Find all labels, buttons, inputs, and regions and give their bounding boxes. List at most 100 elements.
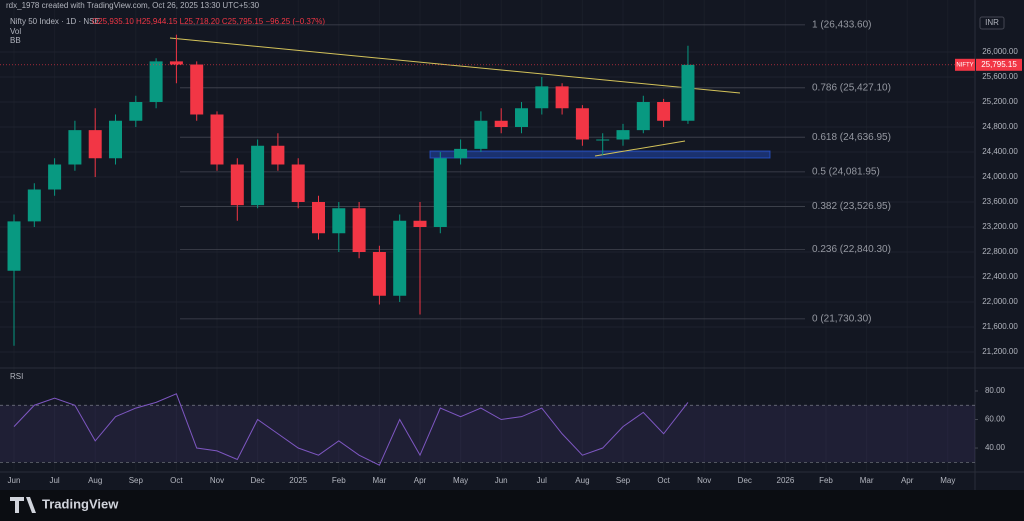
y-tick-label: 22,800.00 — [982, 247, 1018, 256]
candle-body — [657, 102, 671, 121]
x-tick-label: Feb — [819, 476, 833, 485]
x-tick-label: Oct — [170, 476, 183, 485]
candle-body — [555, 86, 569, 109]
fib-label: 0.5 (24,081.95) — [812, 167, 880, 178]
candle-body — [515, 108, 528, 127]
rsi-band — [0, 405, 975, 463]
logo-icon — [10, 497, 36, 513]
header: rdx_1978 created with TradingView.com, O… — [6, 1, 260, 10]
x-tick-label: 2026 — [777, 476, 795, 485]
candle-body — [372, 252, 386, 296]
price-tag-label: 25,795.15 — [981, 60, 1017, 69]
fib-label: 0.382 (23,526.95) — [812, 201, 891, 212]
fib-label: 0.786 (25,427.10) — [812, 82, 891, 93]
candle-body — [616, 130, 630, 140]
x-tick-label: Sep — [129, 476, 144, 485]
x-tick-label: May — [453, 476, 468, 485]
candle-body — [474, 120, 488, 149]
x-tick-label: 2025 — [289, 476, 307, 485]
rsi-line — [13, 393, 689, 466]
y-tick-label: 24,400.00 — [982, 147, 1018, 156]
y-tick-label: 24,800.00 — [982, 122, 1018, 131]
indicator: Vol — [10, 27, 21, 36]
candle-body — [27, 189, 41, 222]
y-tick-label: 21,200.00 — [982, 347, 1018, 356]
trend-line — [169, 37, 741, 94]
x-tick-label: Sep — [616, 476, 631, 485]
y-tick-label: 23,200.00 — [982, 222, 1018, 231]
currency[interactable]: INR — [985, 18, 999, 27]
x-tick-label: Jun — [495, 476, 508, 485]
candle-body — [230, 164, 244, 206]
indicator: BB — [10, 36, 21, 45]
candle-body — [393, 220, 407, 296]
symbol-tag — [955, 58, 975, 71]
x-tick-label: May — [940, 476, 955, 485]
x-tick-label: Feb — [332, 476, 346, 485]
fib-label: 0.618 (24,636.95) — [812, 132, 891, 143]
x-tick-label: Jul — [537, 476, 547, 485]
candle-body — [312, 202, 325, 234]
candle-body — [129, 102, 143, 121]
x-tick-label: Apr — [414, 476, 427, 485]
y-tick-label: 21,600.00 — [982, 322, 1018, 331]
candle-body — [88, 130, 102, 159]
x-tick-label: Aug — [88, 476, 102, 485]
y-tick-label: 80.00 — [985, 386, 1006, 395]
candle-body — [169, 61, 183, 65]
candle-body — [575, 108, 589, 140]
currency-box[interactable] — [979, 16, 1005, 30]
candle-body — [535, 86, 549, 109]
y-tick-label: 24,000.00 — [982, 172, 1018, 181]
candle-body — [109, 120, 123, 159]
footer — [0, 490, 1024, 521]
y-tick-label: 23,600.00 — [982, 197, 1018, 206]
x-tick-label: Jun — [8, 476, 21, 485]
x-tick-label: Oct — [657, 476, 670, 485]
symbol-tag-label: NIFTY — [956, 62, 973, 68]
x-tick-label: Dec — [250, 476, 264, 485]
candle-body — [210, 114, 224, 165]
candle-body — [149, 61, 163, 102]
x-tick-label: Dec — [738, 476, 752, 485]
x-tick-label: Mar — [373, 476, 387, 485]
candle-body — [251, 145, 265, 206]
trend-line — [594, 140, 686, 157]
candle-body — [48, 164, 62, 190]
brand: TradingView — [42, 496, 119, 511]
candle-body — [332, 208, 346, 234]
y-tick-label: 40.00 — [985, 443, 1006, 452]
rsi-title: RSI — [10, 372, 23, 381]
candle-body — [190, 64, 204, 115]
fib-label: 1 (26,433.60) — [812, 20, 872, 31]
ohlc: O25,935.10 H25,944.15 L25,718.20 C25,795… — [92, 17, 325, 26]
y-tick-label: 26,000.00 — [982, 47, 1018, 56]
x-tick-label: Mar — [860, 476, 874, 485]
candle-body — [494, 120, 508, 127]
candle-body — [413, 220, 427, 227]
candle-body — [596, 139, 610, 141]
candle-body — [291, 164, 305, 202]
candle-body — [636, 102, 650, 131]
y-tick-label: 25,200.00 — [982, 97, 1018, 106]
candle-body — [433, 158, 447, 227]
x-tick-label: Aug — [575, 476, 589, 485]
candle-body — [352, 208, 366, 252]
y-tick-label: 22,400.00 — [982, 272, 1018, 281]
fib-label: 0.236 (22,840.30) — [812, 244, 891, 255]
y-tick-label: 25,600.00 — [982, 72, 1018, 81]
candle-body — [7, 221, 21, 271]
candle-body — [271, 145, 285, 165]
candle-body — [681, 64, 695, 121]
fib-label: 0 (21,730.30) — [812, 313, 872, 324]
y-tick-label: 22,000.00 — [982, 297, 1018, 306]
x-tick-label: Nov — [210, 476, 224, 485]
x-tick-label: Nov — [697, 476, 711, 485]
support-zone — [429, 150, 771, 159]
x-tick-label: Jul — [49, 476, 59, 485]
y-tick-label: 60.00 — [985, 415, 1006, 424]
price-tag — [976, 58, 1022, 71]
